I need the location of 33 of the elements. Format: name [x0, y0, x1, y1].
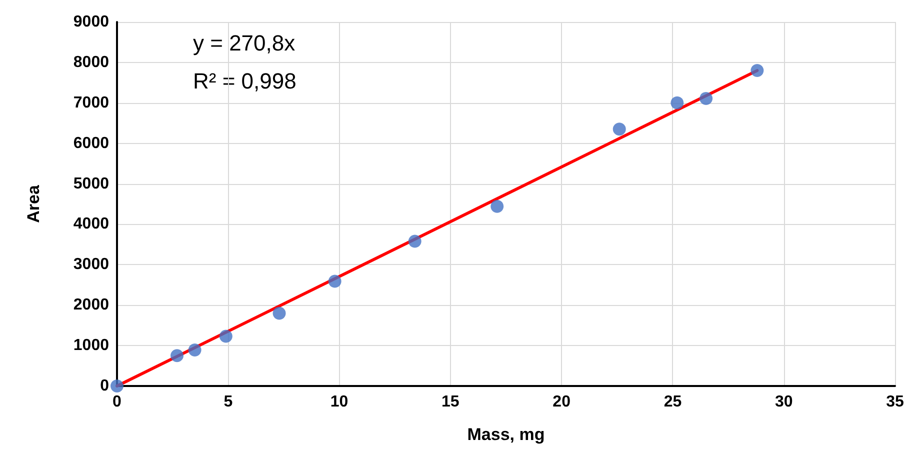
- y-tick-label: 2000: [73, 296, 110, 314]
- y-tick-label: 6000: [73, 134, 110, 152]
- point: [170, 349, 184, 362]
- point: [110, 380, 124, 392]
- y-tick-label: 3000: [73, 256, 110, 274]
- point: [670, 96, 684, 110]
- annotation: y = 270,8x: [193, 30, 296, 56]
- x-tick-label: 0: [112, 394, 122, 410]
- y-tick-label: 4000: [73, 216, 110, 233]
- point: [272, 306, 286, 320]
- y-tick-label: 1000: [73, 337, 110, 354]
- x-tick-label: 15: [442, 394, 460, 410]
- y-tick-label: 7000: [73, 94, 110, 112]
- x-tick-label: 20: [552, 394, 571, 410]
- x-tick-label: 30: [774, 394, 793, 410]
- x-tick-label: 5: [224, 394, 233, 410]
- point: [612, 122, 626, 136]
- y-tick-label: 9000: [73, 14, 110, 30]
- y-tick-label: 5000: [73, 175, 110, 192]
- point: [750, 64, 764, 78]
- point: [188, 344, 202, 356]
- y-axis-title: Area: [24, 184, 43, 223]
- point: [700, 92, 713, 105]
- y-tick-label: 0: [100, 378, 110, 394]
- point: [490, 200, 504, 213]
- x-tick-label: 10: [330, 394, 348, 410]
- x-tick-label: 25: [664, 394, 682, 410]
- point: [408, 234, 422, 248]
- y-tick-label: 8000: [73, 54, 110, 71]
- x-axis-title: Mass, mg: [467, 425, 545, 444]
- point: [219, 330, 232, 343]
- point: [328, 274, 342, 288]
- x-tick-label: 35: [886, 394, 904, 410]
